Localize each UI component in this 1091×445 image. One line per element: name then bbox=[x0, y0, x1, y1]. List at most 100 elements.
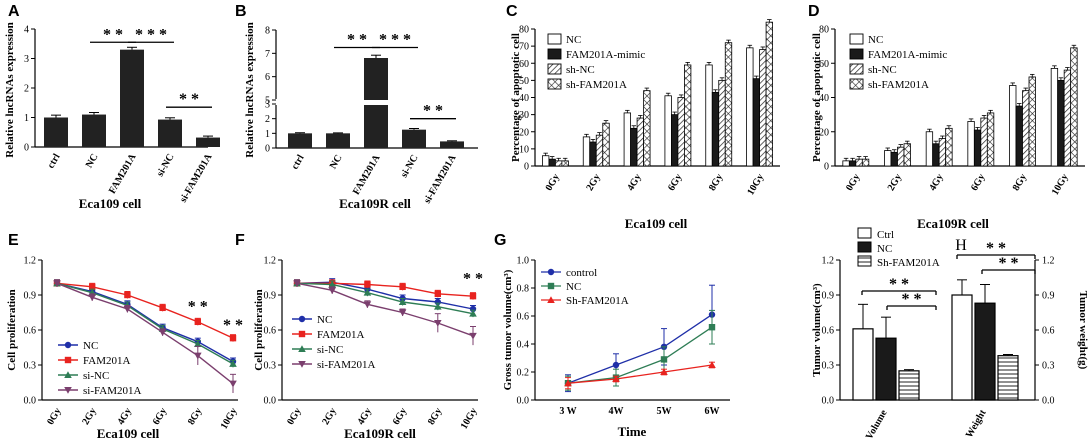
y-tick-label: 6 bbox=[265, 72, 270, 83]
y-tick-label: 0.0 bbox=[264, 396, 277, 407]
legend-swatch bbox=[849, 48, 864, 60]
y-tick-label: 60 bbox=[819, 59, 829, 70]
series-line bbox=[56, 282, 234, 385]
significance-stars: * * bbox=[902, 291, 922, 308]
bar bbox=[967, 121, 975, 167]
bar bbox=[555, 160, 563, 167]
x-tick-label: ctrl bbox=[290, 153, 307, 172]
bar bbox=[884, 150, 892, 167]
series-line bbox=[296, 282, 474, 315]
x-tick-label: 2Gy bbox=[80, 406, 98, 427]
legend-label: NC bbox=[83, 340, 98, 352]
series-line bbox=[567, 364, 713, 384]
panel-b: B 0 1 2 35 6 7 8 Relative lncRNAs expression ctrl… bbox=[235, 3, 478, 211]
y-tick-label: 40 bbox=[519, 93, 529, 104]
cell-line-label: Eca109R cell bbox=[917, 216, 989, 231]
bar bbox=[986, 112, 995, 167]
legend-swatch bbox=[849, 78, 864, 90]
y-axis-title: Relative lncRNAs expression bbox=[244, 22, 256, 157]
y-tick-label: 1.2 bbox=[264, 256, 277, 267]
bar bbox=[1057, 79, 1065, 167]
x-tick-label: 8Gy bbox=[707, 172, 725, 193]
significance-stars: * * bbox=[179, 91, 199, 108]
y-tick-label: 1.0 bbox=[517, 256, 530, 267]
significance-stars: * * bbox=[999, 255, 1019, 272]
bar bbox=[945, 127, 953, 167]
legend-label: NC bbox=[566, 281, 581, 293]
y-tick-label: 0.0 bbox=[24, 396, 37, 407]
legend-swatch bbox=[547, 63, 562, 75]
y-tick-label: 0.0 bbox=[517, 396, 530, 407]
y-tick-label: 50 bbox=[519, 76, 529, 87]
bar bbox=[746, 47, 754, 167]
bar bbox=[582, 136, 591, 167]
x-tick-label: 4Gy bbox=[356, 406, 374, 427]
right-axis-title: Tumor weight(g) bbox=[1077, 291, 1089, 370]
x-tick-label: 6Gy bbox=[151, 406, 169, 427]
y-axis-title: Cell proliferation bbox=[6, 289, 18, 370]
significance-stars: * * bbox=[423, 103, 443, 120]
x-tick-label: 5W bbox=[657, 406, 672, 417]
x-tick-label: 0Gy bbox=[544, 172, 562, 193]
bar bbox=[1070, 47, 1078, 167]
data-point bbox=[434, 290, 441, 298]
y-tick-label: 10 bbox=[519, 144, 529, 155]
data-point bbox=[293, 280, 301, 288]
series-line bbox=[56, 282, 234, 363]
legend-marker bbox=[298, 330, 306, 338]
data-point bbox=[660, 368, 668, 375]
y-axis-title: Cell proliferation bbox=[253, 289, 265, 370]
data-point bbox=[328, 280, 336, 288]
legend-swatch bbox=[547, 33, 562, 45]
legend-label: FAM201A bbox=[83, 355, 131, 367]
data-point bbox=[469, 292, 477, 300]
bar bbox=[671, 114, 679, 167]
legend-label: NC bbox=[877, 243, 892, 255]
y-tick-label: 0.4 bbox=[517, 340, 530, 351]
data-point bbox=[399, 283, 406, 291]
right-tick-label: 0.9 bbox=[1042, 291, 1055, 302]
y-tick-label: 7 bbox=[265, 49, 270, 60]
x-tick-label: 8Gy bbox=[186, 406, 204, 427]
legend-marker bbox=[64, 341, 72, 349]
y-tick-label: 0.6 bbox=[517, 312, 530, 323]
significance-stars: * * bbox=[188, 298, 208, 315]
y-tick-label: 0.3 bbox=[822, 361, 835, 372]
panel-letter: E bbox=[8, 232, 19, 249]
bar bbox=[630, 127, 638, 167]
bar bbox=[973, 129, 982, 167]
data-point bbox=[398, 298, 407, 305]
y-tick-label: 0 bbox=[824, 162, 829, 173]
x-tick-label: 4Gy bbox=[116, 406, 134, 427]
legend-marker bbox=[64, 371, 72, 378]
legend-label: control bbox=[566, 267, 597, 279]
x-tick-label: Volume bbox=[864, 408, 890, 442]
y-tick-label: 5 bbox=[265, 96, 270, 107]
x-tick-label: 6Gy bbox=[666, 172, 684, 193]
y-tick-label: 20 bbox=[519, 127, 529, 138]
bar bbox=[997, 355, 1019, 401]
legend-label: si-NC bbox=[83, 370, 109, 382]
bar bbox=[752, 78, 760, 167]
legend-swatch bbox=[849, 63, 864, 75]
bar bbox=[898, 370, 920, 401]
data-point bbox=[124, 291, 131, 299]
legend-label: si-NC bbox=[317, 344, 343, 356]
significance-stars: * * bbox=[347, 32, 367, 49]
bar bbox=[326, 133, 350, 148]
data-point bbox=[564, 379, 572, 387]
series-line bbox=[56, 282, 234, 339]
y-tick-label: 80 bbox=[519, 25, 529, 36]
y-tick-label: 40 bbox=[819, 93, 829, 104]
legend-marker bbox=[298, 315, 306, 323]
cell-line-label: Eca109 cell bbox=[625, 216, 688, 231]
legend-label: NC bbox=[317, 314, 332, 326]
x-tick-label: 2Gy bbox=[886, 172, 904, 193]
y-tick-label: 30 bbox=[519, 110, 529, 121]
data-point bbox=[612, 361, 620, 369]
y-tick-label: 2 bbox=[24, 84, 29, 95]
bar bbox=[402, 129, 426, 148]
